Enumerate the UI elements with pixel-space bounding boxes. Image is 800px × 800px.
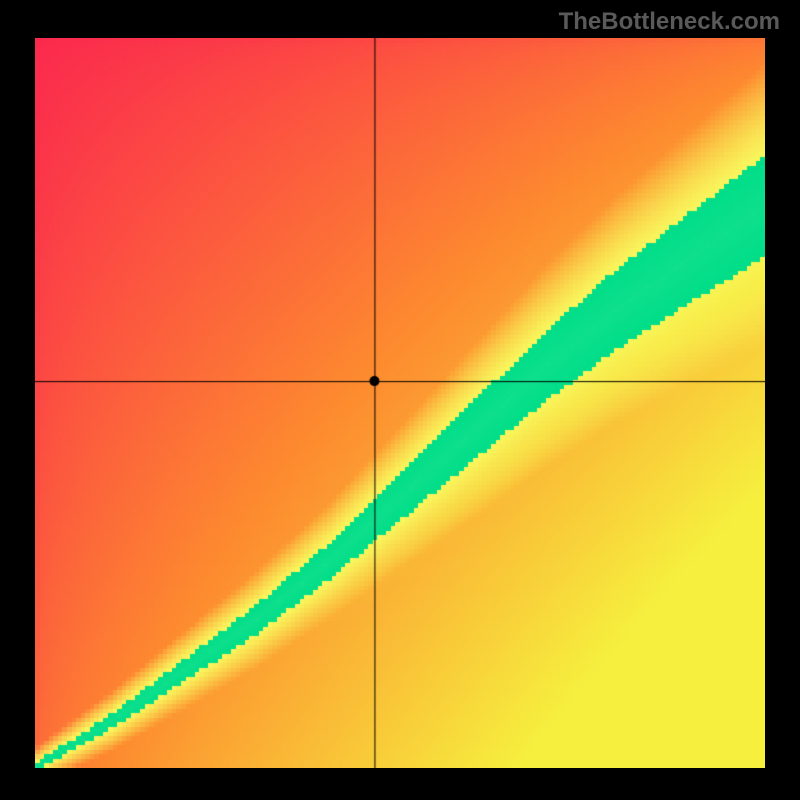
- chart-container: TheBottleneck.com: [0, 0, 800, 800]
- bottleneck-heatmap: [35, 38, 765, 768]
- watermark-text: TheBottleneck.com: [559, 8, 780, 36]
